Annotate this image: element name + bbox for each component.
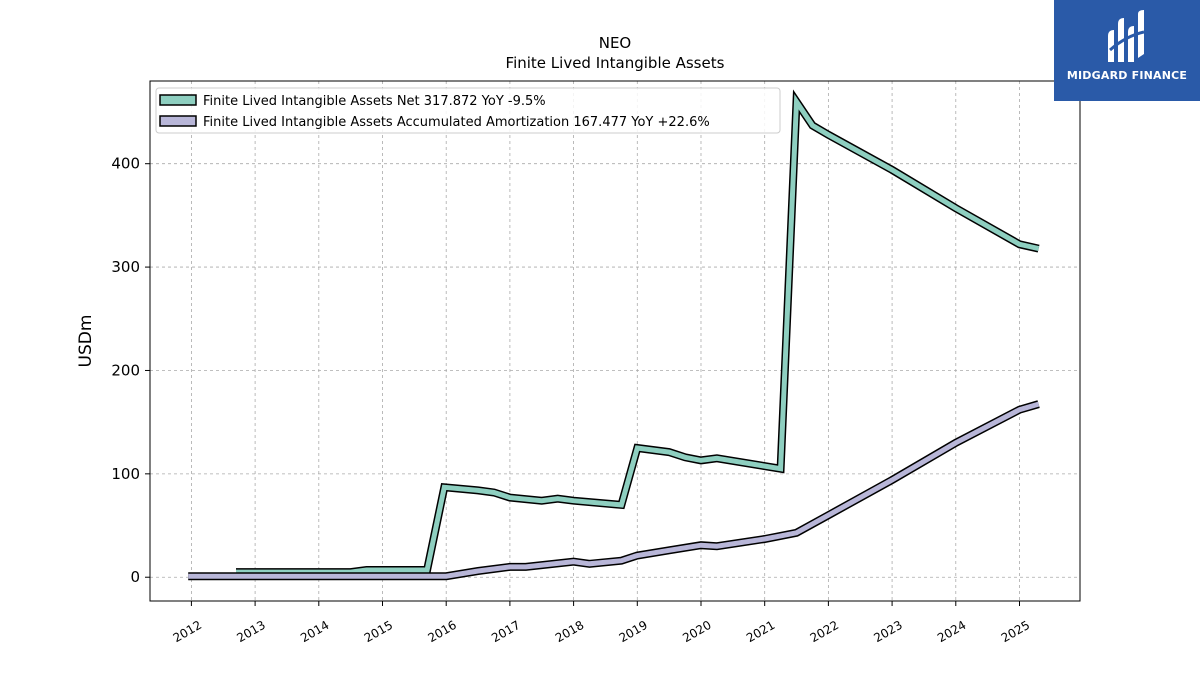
x-tick-label: 2018	[553, 618, 586, 645]
x-tick-label: 2021	[744, 618, 777, 645]
x-tick-label: 2024	[935, 618, 968, 645]
y-tick-label: 300	[111, 258, 140, 276]
brand-logo: MIDGARD FINANCE	[1054, 0, 1200, 101]
x-tick-label: 2016	[425, 618, 458, 645]
x-tick-label: 2019	[617, 618, 650, 645]
x-tick-label: 2025	[999, 618, 1032, 645]
x-tick-label: 2012	[171, 618, 204, 645]
y-tick-label: 400	[111, 155, 140, 173]
legend: Finite Lived Intangible Assets Net 317.8…	[155, 87, 781, 134]
legend-label: Finite Lived Intangible Assets Net 317.8…	[203, 94, 546, 109]
y-tick-label: 200	[111, 361, 140, 379]
series-lines	[188, 89, 1040, 581]
series-line-1	[236, 93, 1040, 575]
x-tick-label: 2013	[234, 618, 267, 645]
y-tick-label: 100	[111, 465, 140, 483]
series-line-2	[188, 401, 1040, 579]
series-line-outline-2	[188, 400, 1040, 581]
legend-label: Finite Lived Intangible Assets Accumulat…	[203, 115, 710, 130]
x-tick-label: 2017	[489, 618, 522, 645]
plot-frame	[149, 80, 1081, 602]
legend-swatch	[159, 94, 197, 106]
x-tick-label: 2015	[362, 618, 395, 645]
y-tick-label: 0	[130, 568, 140, 586]
y-axis-label: USDm	[76, 315, 96, 368]
logo-text: MIDGARD FINANCE	[1066, 69, 1188, 82]
legend-swatch	[159, 115, 197, 127]
chart-title: NEO	[599, 34, 632, 52]
legend-box	[155, 87, 781, 134]
x-tick-label: 2022	[808, 618, 841, 645]
x-tick-label: 2023	[871, 618, 904, 645]
midgard-logo-icon	[1108, 10, 1145, 62]
chart-subtitle: Finite Lived Intangible Assets	[506, 54, 725, 72]
x-tick-label: 2020	[680, 618, 713, 645]
grid-lines	[150, 81, 1080, 601]
x-tick-label: 2014	[298, 618, 331, 645]
